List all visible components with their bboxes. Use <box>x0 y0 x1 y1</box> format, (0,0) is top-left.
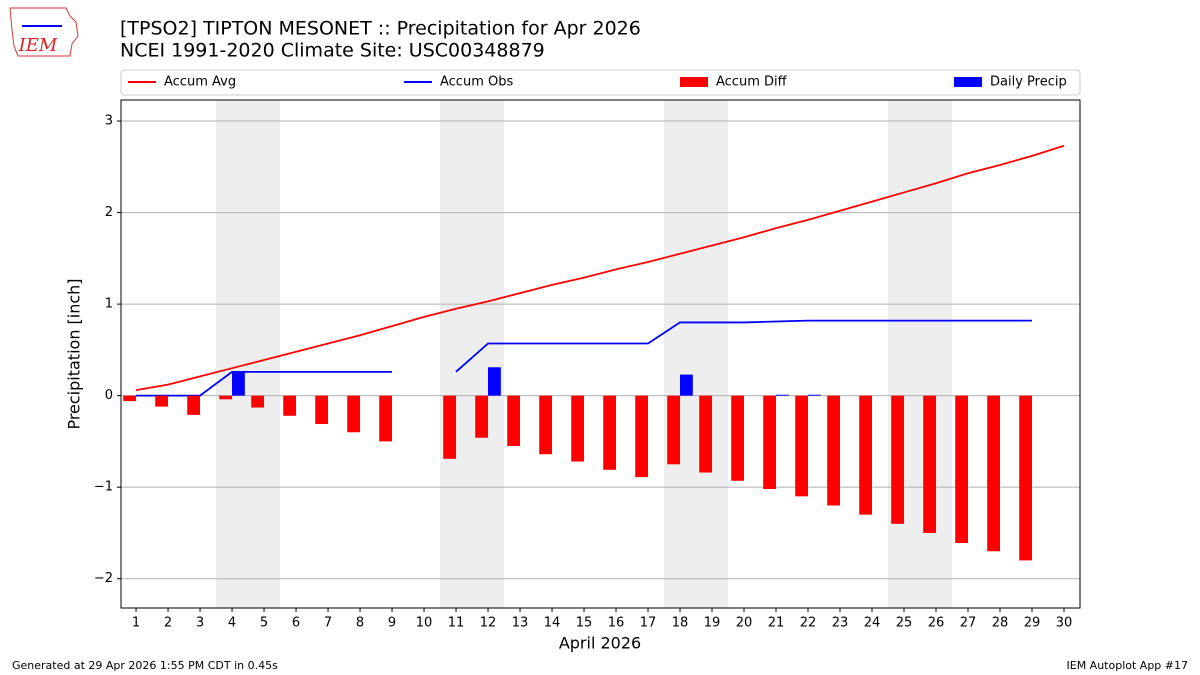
line <box>136 319 1032 397</box>
x-tick-label: 7 <box>324 616 332 631</box>
x-tick-label: 21 <box>768 616 785 631</box>
bar <box>731 395 745 481</box>
x-tick-label: 10 <box>416 616 433 631</box>
x-tick-label: 2 <box>164 616 172 631</box>
legend-label: Daily Precip <box>990 75 1067 90</box>
x-tick-label: 6 <box>292 616 300 631</box>
y-tick-label: 2 <box>105 205 113 220</box>
bar <box>283 395 297 416</box>
x-tick-label: 20 <box>736 616 753 631</box>
legend-label: Accum Obs <box>440 75 513 90</box>
plot-frame <box>120 99 1081 609</box>
x-axis-label: April 2026 <box>559 634 641 653</box>
x-tick-label: 4 <box>228 616 236 631</box>
bar <box>795 395 809 497</box>
legend-label: Accum Diff <box>716 75 788 90</box>
chart-title: [TPSO2] TIPTON MESONET :: Precipitation … <box>120 18 641 40</box>
bar <box>603 395 617 470</box>
bar <box>955 395 969 544</box>
x-tick-label: 8 <box>356 616 364 631</box>
bar <box>155 395 169 407</box>
bar <box>315 395 329 425</box>
bar <box>987 395 1001 552</box>
x-tick-label: 1 <box>132 616 140 631</box>
y-tick-label: 3 <box>105 114 113 129</box>
logo-shape <box>9 7 79 57</box>
bar <box>923 395 937 533</box>
x-tick-label: 12 <box>480 616 497 631</box>
x-tick-label: 24 <box>864 616 881 631</box>
bar <box>699 395 713 473</box>
bar <box>347 395 361 433</box>
x-tick-label: 9 <box>388 616 396 631</box>
x-tick-label: 26 <box>928 616 945 631</box>
x-tick-label: 18 <box>672 616 689 631</box>
bar <box>763 395 777 490</box>
x-tick-label: 22 <box>800 616 817 631</box>
x-tick-label: 3 <box>196 616 204 631</box>
x-tick-label: 17 <box>640 616 657 631</box>
bar <box>507 395 521 446</box>
y-tick-label: −1 <box>94 480 113 495</box>
bar <box>488 367 501 396</box>
bar <box>1019 395 1033 561</box>
x-tick-label: 23 <box>832 616 849 631</box>
x-tick-label: 5 <box>260 616 268 631</box>
x-tick-label: 13 <box>512 616 529 631</box>
x-tick-label: 30 <box>1056 616 1073 631</box>
legend-swatch <box>680 77 708 87</box>
logo: IEM <box>9 7 79 57</box>
shaded-span <box>216 100 281 608</box>
line <box>135 144 1065 392</box>
bar <box>776 394 789 396</box>
bar <box>475 395 489 438</box>
y-tick-label: −2 <box>94 571 113 586</box>
bar <box>635 395 649 478</box>
bar <box>251 395 265 408</box>
x-tick-label: 19 <box>704 616 721 631</box>
bar <box>232 371 245 396</box>
legend-frame <box>120 69 1081 96</box>
bar <box>859 395 873 515</box>
bar <box>827 395 841 506</box>
x-tick-label: 16 <box>608 616 625 631</box>
shaded-span <box>888 100 953 608</box>
y-tick-label: 0 <box>105 388 113 403</box>
x-tick-label: 27 <box>960 616 977 631</box>
bar <box>539 395 553 455</box>
y-axis-label: Precipitation [inch] <box>65 278 84 429</box>
x-tick-label: 14 <box>544 616 561 631</box>
bar <box>891 395 905 524</box>
bar <box>123 395 137 402</box>
logo-text: IEM <box>18 35 58 56</box>
bar <box>680 374 693 396</box>
legend-swatch <box>954 77 982 87</box>
bar <box>379 395 393 442</box>
bar <box>667 395 681 465</box>
shaded-span <box>440 100 505 608</box>
bar <box>808 394 821 396</box>
x-tick-label: 28 <box>992 616 1009 631</box>
bar <box>571 395 585 462</box>
x-tick-label: 25 <box>896 616 913 631</box>
bar <box>187 395 201 415</box>
footer-right: IEM Autoplot App #17 <box>1067 659 1189 672</box>
bar <box>443 395 457 459</box>
x-tick-label: 29 <box>1024 616 1041 631</box>
x-tick-label: 15 <box>576 616 593 631</box>
bar <box>219 395 233 400</box>
y-tick-label: 1 <box>105 297 113 312</box>
x-tick-label: 11 <box>448 616 465 631</box>
shaded-span <box>664 100 729 608</box>
footer-left: Generated at 29 Apr 2026 1:55 PM CDT in … <box>12 659 278 672</box>
legend-label: Accum Avg <box>164 75 236 90</box>
chart-subtitle: NCEI 1991-2020 Climate Site: USC00348879 <box>120 40 545 62</box>
